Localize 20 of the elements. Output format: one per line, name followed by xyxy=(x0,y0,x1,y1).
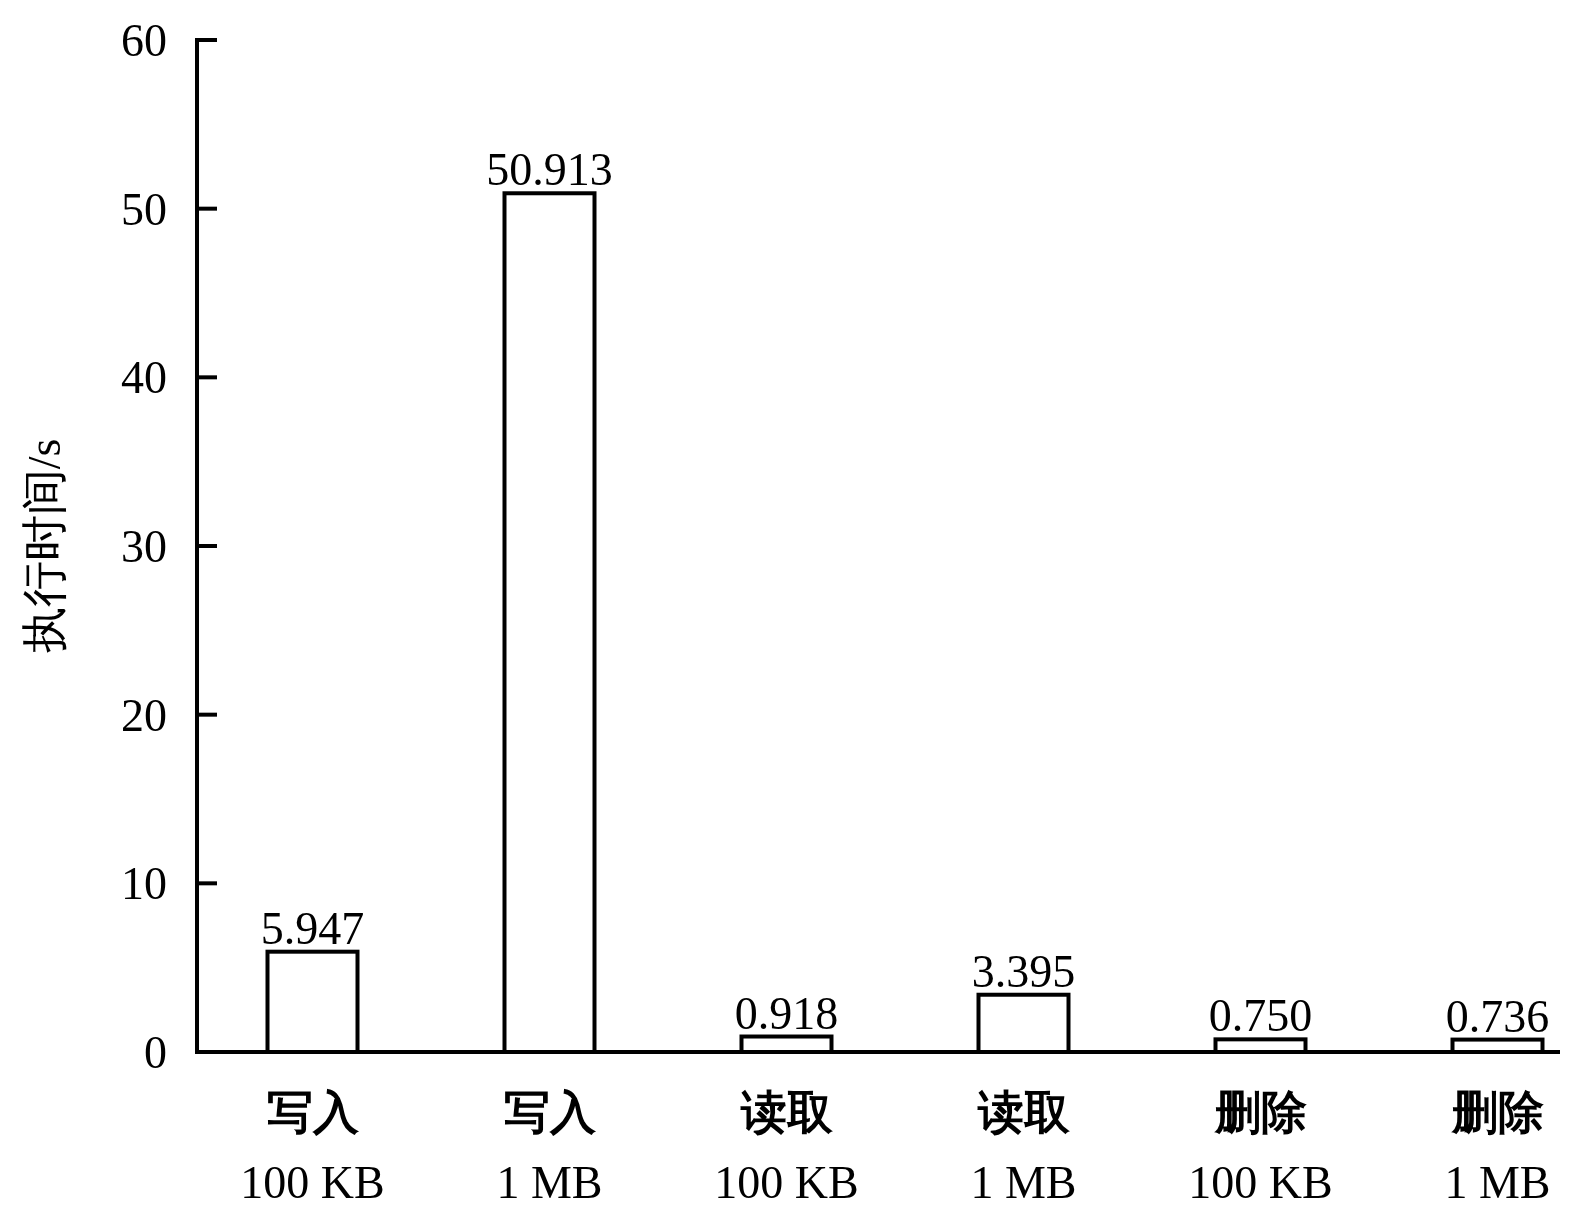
x-tick-label: 读取 100 KB xyxy=(714,1085,859,1208)
y-tick-label: 10 xyxy=(121,858,167,910)
y-axis-title: 执行时间/s xyxy=(19,438,70,654)
x-tick-label: 写入 100 KB xyxy=(240,1085,385,1208)
x-tick-label: 删除 1 MB xyxy=(1444,1085,1551,1208)
y-tick-label: 50 xyxy=(121,183,167,235)
data-label: 5.947 xyxy=(260,902,365,954)
data-label: 3.395 xyxy=(971,945,1076,997)
data-label: 0.750 xyxy=(1208,990,1313,1042)
x-tick-label: 写入 1 MB xyxy=(496,1085,603,1208)
x-tick-label: 删除 100 KB xyxy=(1188,1085,1333,1208)
x-tick-label: 读取 1 MB xyxy=(970,1085,1077,1208)
y-tick-label: 0 xyxy=(144,1027,167,1078)
data-label: 0.918 xyxy=(734,987,839,1039)
y-tick-label: 60 xyxy=(121,15,167,66)
y-tick-label: 40 xyxy=(121,352,167,404)
y-tick-label: 20 xyxy=(121,689,167,741)
data-label: 0.736 xyxy=(1445,990,1550,1042)
y-tick-label: 30 xyxy=(121,521,167,572)
data-label: 50.913 xyxy=(486,144,613,196)
